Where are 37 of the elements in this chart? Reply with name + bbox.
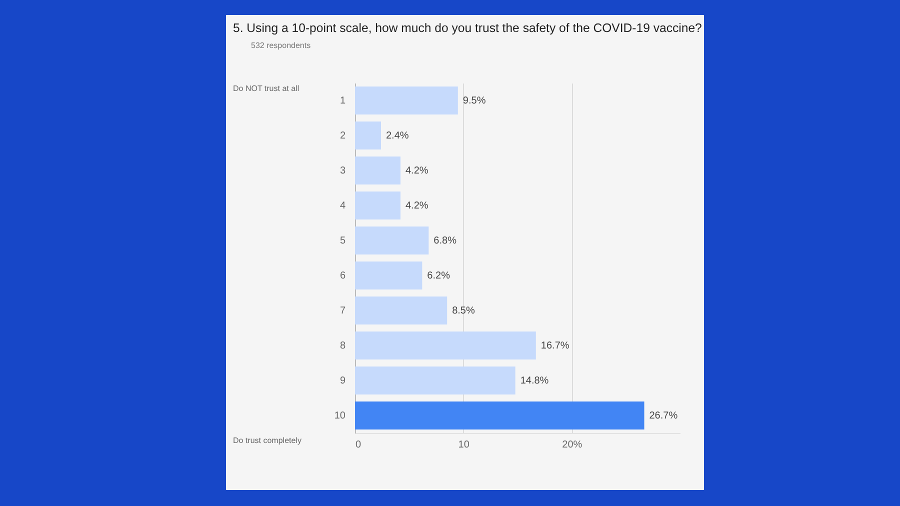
bar xyxy=(355,262,422,290)
y-tick-label: 4 xyxy=(340,200,346,212)
bar xyxy=(355,86,458,114)
y-tick-label: 3 xyxy=(340,166,346,176)
y-tick-label: 10 xyxy=(334,410,346,422)
data-label: 2.4% xyxy=(386,130,409,142)
bar xyxy=(355,122,381,150)
text: Do trust completely xyxy=(233,436,302,445)
bar xyxy=(355,366,516,394)
data-label: 9.5% xyxy=(462,96,486,106)
y-tick-label: 5 xyxy=(340,236,346,246)
data-label: 8.5% xyxy=(452,306,475,316)
data-label: 26.7% xyxy=(649,410,678,422)
y-tick-label: 1 xyxy=(340,96,346,106)
data-label: 6.8% xyxy=(434,236,457,246)
data-label: 16.7% xyxy=(540,340,570,352)
bar xyxy=(355,192,400,220)
bar xyxy=(355,402,644,430)
data-label: 6.2% xyxy=(427,270,450,282)
y-tick-label: 9 xyxy=(340,376,346,386)
y-tick-label: 2 xyxy=(340,130,346,142)
bar xyxy=(355,296,448,324)
data-label: 4.2% xyxy=(406,166,428,176)
y-tick-label: 8 xyxy=(340,340,346,352)
data-label: 4.2% xyxy=(406,200,428,212)
y-tick-label: 6 xyxy=(340,270,346,282)
y-tick-label: 7 xyxy=(340,306,346,316)
bar xyxy=(355,226,429,254)
text: Do NOT trust at all xyxy=(233,84,300,93)
text: 532 respondents xyxy=(251,41,311,50)
chart-title: 5. Using a 10-point scale, how much do you trust the safety of the COVID-19 vaccine? xyxy=(233,21,702,35)
x-tick-label: 0 xyxy=(356,440,362,450)
bar xyxy=(355,156,400,184)
x-tick-label: 20% xyxy=(562,440,582,450)
bar xyxy=(355,332,536,360)
data-label: 14.8% xyxy=(520,376,549,386)
x-tick-label: 10 xyxy=(458,440,470,450)
